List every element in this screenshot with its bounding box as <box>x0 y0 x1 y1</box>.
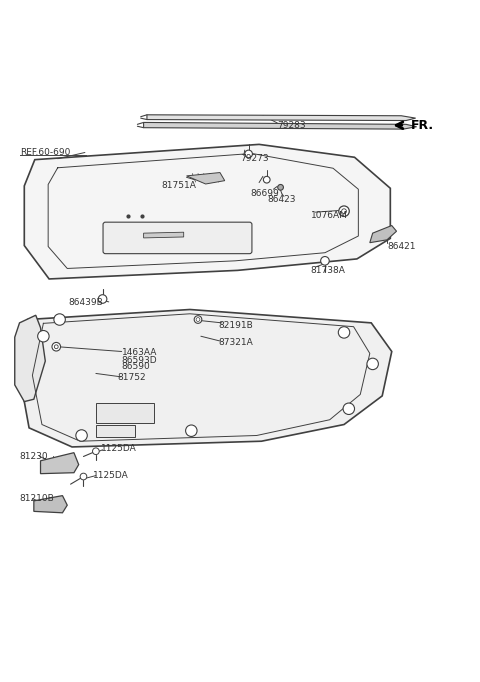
Circle shape <box>98 295 107 303</box>
Polygon shape <box>144 123 417 129</box>
Text: 79273: 79273 <box>240 153 269 163</box>
Circle shape <box>342 209 347 213</box>
Text: 81210B: 81210B <box>20 494 54 503</box>
Circle shape <box>37 331 49 342</box>
Polygon shape <box>40 453 79 474</box>
Bar <box>96 425 135 437</box>
Circle shape <box>321 256 329 265</box>
Polygon shape <box>24 145 390 279</box>
Text: REF.60-690: REF.60-690 <box>21 148 71 157</box>
Text: 86439B: 86439B <box>68 298 103 308</box>
Text: 86421: 86421 <box>387 242 416 251</box>
Circle shape <box>186 425 197 436</box>
Text: FR.: FR. <box>411 119 434 132</box>
Circle shape <box>76 430 87 441</box>
Text: 86699: 86699 <box>251 188 279 198</box>
Circle shape <box>338 327 350 338</box>
Circle shape <box>54 314 65 325</box>
Circle shape <box>343 403 355 415</box>
Circle shape <box>367 358 378 370</box>
Polygon shape <box>370 226 396 243</box>
Circle shape <box>80 473 87 480</box>
Polygon shape <box>187 173 225 184</box>
Circle shape <box>53 499 59 505</box>
Polygon shape <box>34 496 67 513</box>
Circle shape <box>52 342 60 351</box>
Text: 1125DA: 1125DA <box>101 445 136 454</box>
Polygon shape <box>15 315 45 402</box>
Text: 82191B: 82191B <box>218 321 253 330</box>
Circle shape <box>196 318 200 321</box>
Text: 86423: 86423 <box>268 195 296 204</box>
Text: 1076AM: 1076AM <box>311 211 348 220</box>
Text: 86590: 86590 <box>121 362 150 371</box>
Text: 81738A: 81738A <box>311 266 346 275</box>
Polygon shape <box>147 115 416 121</box>
Circle shape <box>54 345 58 349</box>
Text: 79283: 79283 <box>277 121 306 130</box>
Text: 87321A: 87321A <box>218 338 253 347</box>
Circle shape <box>339 206 349 216</box>
Circle shape <box>264 177 270 183</box>
Circle shape <box>245 150 252 158</box>
Polygon shape <box>20 310 392 447</box>
Text: 86593D: 86593D <box>121 355 157 365</box>
Text: 1125DA: 1125DA <box>93 471 129 480</box>
Text: 81230: 81230 <box>20 452 48 461</box>
Bar <box>96 403 154 423</box>
FancyBboxPatch shape <box>103 222 252 254</box>
Text: 1463AA: 1463AA <box>121 349 157 357</box>
Circle shape <box>278 184 283 190</box>
Text: 81751A: 81751A <box>161 181 196 190</box>
Circle shape <box>58 459 67 469</box>
Polygon shape <box>144 232 184 238</box>
Text: 81752: 81752 <box>117 373 145 382</box>
Circle shape <box>194 316 202 323</box>
Circle shape <box>39 499 47 507</box>
Circle shape <box>93 448 99 455</box>
